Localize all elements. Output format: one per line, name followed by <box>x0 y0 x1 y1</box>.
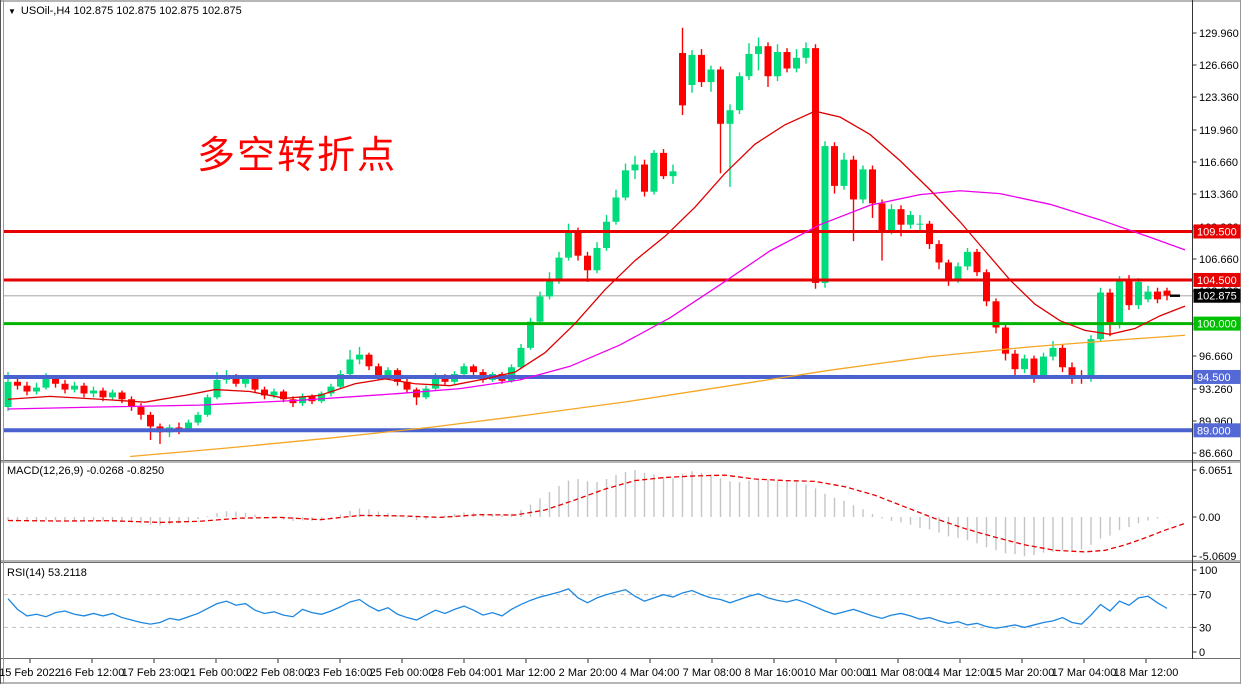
ma-fast-line <box>7 110 1186 403</box>
price-label-100.000 <box>1193 316 1241 331</box>
svg-text:4 Mar 04:00: 4 Mar 04:00 <box>621 667 680 679</box>
svg-text:23 Feb 16:00: 23 Feb 16:00 <box>308 667 373 679</box>
rsi-axis-ticks: 100 70 30 0 <box>1192 565 1217 659</box>
svg-text:11 Mar 08:00: 11 Mar 08:00 <box>866 667 930 679</box>
svg-text:18 Mar 12:00: 18 Mar 12:00 <box>1114 667 1179 679</box>
rsi-label: RSI(14) 53.2118 <box>7 567 87 579</box>
svg-text:129.960: 129.960 <box>1199 28 1239 40</box>
chart-title: ▼ USOil-,H4 102.875 102.875 102.875 102.… <box>8 5 242 17</box>
svg-text:7 Mar 08:00: 7 Mar 08:00 <box>683 667 742 679</box>
svg-text:89.000: 89.000 <box>1197 425 1231 437</box>
svg-text:25 Feb 00:00: 25 Feb 00:00 <box>370 667 435 679</box>
macd <box>7 469 1186 557</box>
macd-label: MACD(12,26,9) -0.0268 -0.8250 <box>7 465 165 477</box>
svg-text:8 Mar 16:00: 8 Mar 16:00 <box>745 667 804 679</box>
svg-text:70: 70 <box>1199 590 1211 602</box>
price-label-89.000 <box>1193 423 1241 438</box>
chart-title-text: USOil-,H4 102.875 102.875 102.875 102.87… <box>20 5 242 17</box>
svg-text:15 Mar 20:00: 15 Mar 20:00 <box>990 667 1055 679</box>
svg-text:0.00: 0.00 <box>1199 512 1220 524</box>
rsi-line <box>7 588 1168 629</box>
macd-axis-ticks: 6.0651 0.00 -5.0609 <box>1192 465 1236 563</box>
ma-mid-line <box>7 190 1186 410</box>
price-labels: 109.500 104.500 100.000 94.500 89.000 102.875 <box>1170 224 1241 438</box>
svg-text:22 Feb 08:00: 22 Feb 08:00 <box>246 667 311 679</box>
svg-text:109.500: 109.500 <box>1197 226 1237 238</box>
svg-text:6.0651: 6.0651 <box>1199 465 1233 477</box>
svg-text:86.660: 86.660 <box>1199 448 1233 460</box>
svg-text:116.660: 116.660 <box>1199 157 1238 169</box>
macd-signal-line <box>7 474 1186 553</box>
time-axis[interactable] <box>0 659 1241 684</box>
svg-text:16 Feb 12:00: 16 Feb 12:00 <box>60 667 125 679</box>
svg-text:2 Mar 20:00: 2 Mar 20:00 <box>559 667 618 679</box>
price-label-104.500 <box>1193 272 1241 287</box>
ma-fast-line <box>7 110 1186 403</box>
last-price-dash <box>1170 294 1180 297</box>
svg-text:17 Feb 23:00: 17 Feb 23:00 <box>122 667 187 679</box>
svg-text:119.960: 119.960 <box>1199 125 1238 137</box>
hlines <box>4 229 1193 433</box>
svg-text:-5.0609: -5.0609 <box>1199 551 1236 563</box>
price-label-109.500 <box>1193 224 1241 239</box>
rsi-panel[interactable] <box>4 565 1192 657</box>
candles <box>4 27 1171 444</box>
svg-text:28 Feb 04:00: 28 Feb 04:00 <box>432 667 497 679</box>
svg-text:1 Mar 12:00: 1 Mar 12:00 <box>497 667 556 679</box>
svg-text:93.260: 93.260 <box>1199 384 1233 396</box>
svg-text:100.000: 100.000 <box>1197 319 1237 331</box>
svg-text:102.875: 102.875 <box>1197 291 1237 303</box>
symbol-dropdown-icon[interactable]: ▼ <box>8 6 16 16</box>
svg-text:100: 100 <box>1199 565 1217 577</box>
svg-text:17 Mar 04:00: 17 Mar 04:00 <box>1052 667 1117 679</box>
svg-text:104.500: 104.500 <box>1197 275 1237 287</box>
price-axis[interactable] <box>1193 0 1241 658</box>
svg-text:15 Feb 2022: 15 Feb 2022 <box>0 667 61 679</box>
ma-slow-line <box>129 334 1186 458</box>
svg-text:126.660: 126.660 <box>1199 60 1239 72</box>
svg-text:96.660: 96.660 <box>1199 351 1233 363</box>
macd-panel[interactable] <box>4 463 1192 559</box>
main-chart-panel[interactable] <box>4 8 1192 460</box>
svg-text:106.660: 106.660 <box>1199 254 1239 266</box>
svg-text:94.500: 94.500 <box>1197 372 1231 384</box>
rsi <box>4 588 1193 629</box>
ma-mid-line <box>7 190 1186 410</box>
ma-slow-line <box>129 334 1186 458</box>
svg-text:30: 30 <box>1199 622 1211 634</box>
svg-text:123.360: 123.360 <box>1199 92 1239 104</box>
annotation-text: 多空转折点 <box>197 135 398 177</box>
price-label-94.500 <box>1193 369 1241 384</box>
svg-text:14 Mar 12:00: 14 Mar 12:00 <box>928 667 993 679</box>
price-label-102.875 <box>1193 288 1241 303</box>
svg-text:10 Mar 00:00: 10 Mar 00:00 <box>804 667 869 679</box>
svg-text:0: 0 <box>1199 647 1205 659</box>
svg-text:113.360: 113.360 <box>1199 189 1238 201</box>
svg-text:21 Feb 00:00: 21 Feb 00:00 <box>184 667 249 679</box>
